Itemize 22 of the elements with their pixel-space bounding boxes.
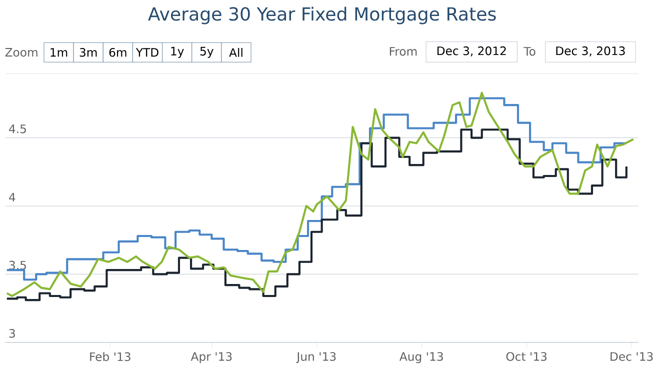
text: Zoom — [5, 48, 38, 56]
text: 5y — [200, 46, 214, 58]
text: All — [229, 48, 242, 57]
text: 6m — [109, 48, 126, 57]
chart-title: Average 30 Year Fixed Mortgage Rates — [148, 6, 496, 24]
x-tick-label: Dec '13 — [610, 352, 653, 361]
y-tick-label: 3 — [9, 328, 15, 338]
x-tick-label: Jun '13 — [296, 352, 336, 363]
text: 1y — [171, 46, 184, 58]
y-tick-label: 4 — [9, 192, 16, 202]
text: 3m — [80, 48, 97, 57]
text: Dec 3, 2012 — [437, 46, 506, 56]
text: Dec 3, 2013 — [556, 46, 625, 56]
x-tick-label: Feb '13 — [90, 352, 130, 361]
x-tick-label: Apr '13 — [190, 352, 232, 363]
x-tick-label: Aug '13 — [399, 352, 443, 363]
text: From — [390, 46, 417, 56]
y-tick-label: 4.5 — [9, 124, 26, 134]
text: To — [524, 46, 536, 56]
x-tick-label: Oct '13 — [506, 352, 547, 361]
text: YTD — [136, 48, 158, 56]
text: 1m — [50, 48, 68, 56]
